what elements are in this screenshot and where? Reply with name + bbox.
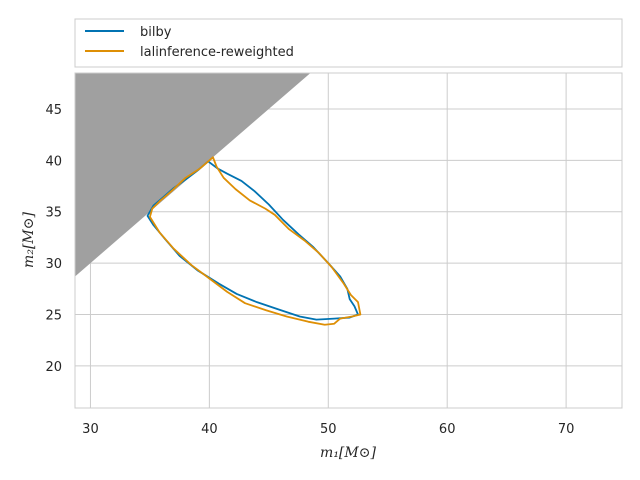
x-tick-label: 40 [201,422,218,437]
grid-lines [75,73,622,408]
y-tick-label: 45 [45,103,62,118]
x-tick-labels: 30 40 50 60 70 [82,422,574,437]
x-tick-label: 30 [82,422,99,437]
x-axis-label: m₁[M⊙] [320,445,376,461]
y-tick-label: 25 [45,308,62,323]
y-axis-label: m₂[M⊙] [21,212,37,268]
legend: bilby lalinference-reweighted [74,18,623,68]
y-tick-label: 40 [45,154,62,169]
contour-line-lalinference-reweighted [149,156,362,326]
plot-area [74,72,623,409]
legend-frame [74,18,623,68]
y-tick-labels: 20 25 30 35 40 45 [45,103,62,375]
plot-frame [74,72,623,409]
x-tick-label: 50 [320,422,337,437]
x-tick-label: 70 [558,422,575,437]
x-tick-label: 60 [439,422,456,437]
y-tick-label: 35 [45,206,62,221]
contour-line-bilby [146,160,359,321]
legend-label-lalinference-reweighted: lalinference-reweighted [140,45,294,60]
legend-label-bilby: bilby [140,25,172,40]
y-tick-label: 30 [45,257,62,272]
y-tick-label: 20 [45,360,62,375]
